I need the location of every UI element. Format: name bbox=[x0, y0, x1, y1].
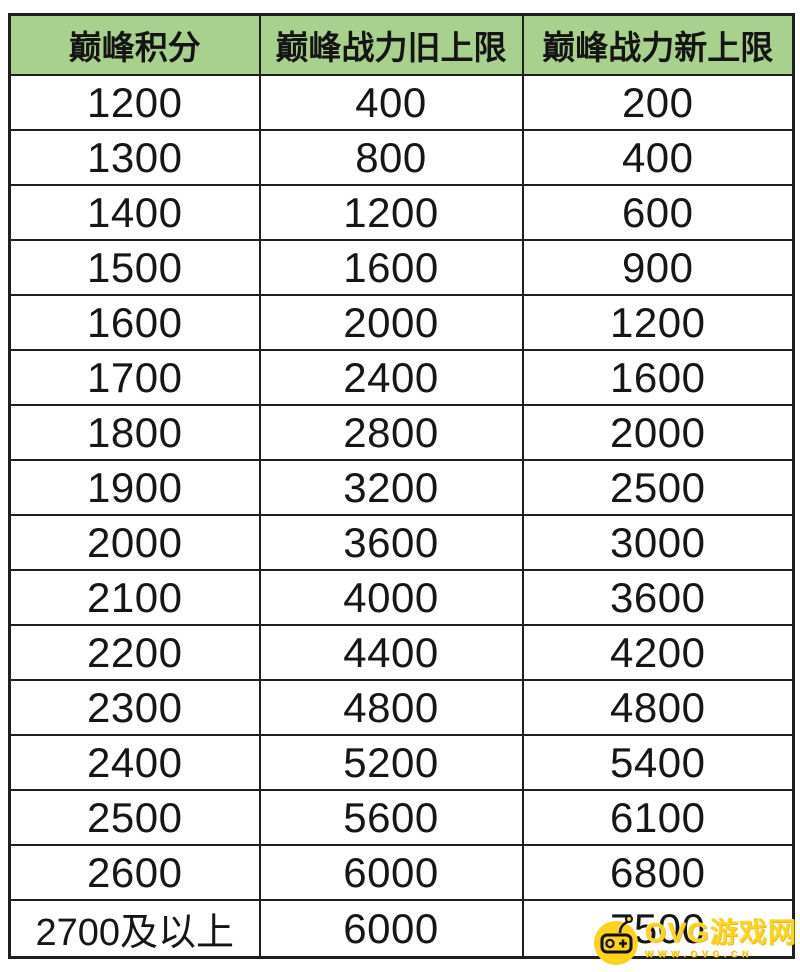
table-cell: 2600 bbox=[8, 844, 261, 901]
table-cell: 2400 bbox=[8, 734, 261, 791]
table-cell: 2000 bbox=[258, 294, 524, 351]
site-watermark: OVG游戏网 WWW.OVG.CN bbox=[590, 911, 797, 967]
table-row: 1200 400 200 bbox=[8, 74, 795, 131]
table-cell: 200 bbox=[521, 74, 795, 131]
table-cell: 2100 bbox=[8, 569, 261, 626]
column-header: 巅峰战力新上限 bbox=[521, 13, 795, 76]
table-cell: 2800 bbox=[258, 404, 524, 461]
table-cell: 2300 bbox=[8, 679, 261, 736]
header-row: 巅峰积分 巅峰战力旧上限 巅峰战力新上限 bbox=[8, 13, 795, 76]
table-row: 1800 2800 2000 bbox=[8, 404, 795, 461]
table-row: 1400 1200 600 bbox=[8, 184, 795, 241]
table-cell: 1700 bbox=[8, 349, 261, 406]
table-cell: 2000 bbox=[8, 514, 261, 571]
watermark-text-block: OVG游戏网 WWW.OVG.CN bbox=[645, 919, 797, 959]
watermark-site-name: OVG游戏网 bbox=[644, 917, 797, 948]
table-cell: 6000 bbox=[258, 899, 524, 959]
table-row: 1300 800 400 bbox=[8, 129, 795, 186]
table-cell: 2500 bbox=[8, 789, 261, 846]
table-cell: 1800 bbox=[8, 404, 261, 461]
table-cell: 800 bbox=[258, 129, 524, 186]
table-cell: 1200 bbox=[8, 74, 261, 131]
table-cell: 6800 bbox=[521, 844, 795, 901]
table-row: 2100 4000 3600 bbox=[8, 569, 795, 626]
table-cell: 900 bbox=[521, 239, 795, 296]
table-cell: 1600 bbox=[8, 294, 261, 351]
table-cell: 7500 bbox=[521, 899, 795, 959]
table-cell: 3000 bbox=[521, 514, 795, 571]
table-cell: 1400 bbox=[8, 184, 261, 241]
table-cell: 1300 bbox=[8, 129, 261, 186]
watermark-site-url: WWW.OVG.CN bbox=[644, 949, 753, 959]
table-cell: 1500 bbox=[8, 239, 261, 296]
table-row: 2600 6000 6800 bbox=[8, 844, 795, 901]
table-cell: 3600 bbox=[258, 514, 524, 571]
table-cell: 400 bbox=[521, 129, 795, 186]
table-row: 1500 1600 900 bbox=[8, 239, 795, 296]
table-row: 2400 5200 5400 bbox=[8, 734, 795, 791]
table-cell: 3600 bbox=[521, 569, 795, 626]
table-cell: 1600 bbox=[521, 349, 795, 406]
table-row: 1900 3200 2500 bbox=[8, 459, 795, 516]
table-cell: 600 bbox=[521, 184, 795, 241]
table-cell: 1200 bbox=[521, 294, 795, 351]
table-cell: 4000 bbox=[258, 569, 524, 626]
table-cell: 4800 bbox=[258, 679, 524, 736]
table-cell: 5200 bbox=[258, 734, 524, 791]
table-cell: 4800 bbox=[521, 679, 795, 736]
table-cell: 5600 bbox=[258, 789, 524, 846]
table-row: 2300 4800 4800 bbox=[8, 679, 795, 736]
table-row: 2200 4400 4200 bbox=[8, 624, 795, 681]
table-cell: 4200 bbox=[521, 624, 795, 681]
table-cell: 5400 bbox=[521, 734, 795, 791]
table-cell: 3200 bbox=[258, 459, 524, 516]
table-cell: 2200 bbox=[8, 624, 261, 681]
table-cell: 2000 bbox=[521, 404, 795, 461]
table-cell: 2400 bbox=[258, 349, 524, 406]
table-cell: 1200 bbox=[258, 184, 524, 241]
table-cell: 6000 bbox=[258, 844, 524, 901]
peak-points-table-wrapper: 巅峰积分 巅峰战力旧上限 巅峰战力新上限 1200 400 200 1300 800 400 1… bbox=[8, 13, 795, 959]
table-row: 2000 3600 3000 bbox=[8, 514, 795, 571]
table-row: 1600 2000 1200 bbox=[8, 294, 795, 351]
table-row: 2500 5600 6100 bbox=[8, 789, 795, 846]
column-header: 巅峰积分 bbox=[8, 13, 261, 76]
table-cell: 6100 bbox=[521, 789, 795, 846]
table-cell: 4400 bbox=[258, 624, 524, 681]
table-row: 2700及以上 6000 7500 bbox=[8, 899, 795, 959]
table-cell: 1900 bbox=[8, 459, 261, 516]
gamepad-icon bbox=[590, 911, 644, 967]
table-row: 1700 2400 1600 bbox=[8, 349, 795, 406]
table-cell: 2700及以上 bbox=[8, 899, 261, 959]
table-cell: 1600 bbox=[258, 239, 524, 296]
table-cell: 2500 bbox=[521, 459, 795, 516]
table-cell: 400 bbox=[258, 74, 524, 131]
peak-points-table: 巅峰积分 巅峰战力旧上限 巅峰战力新上限 1200 400 200 1300 800 400 1… bbox=[8, 13, 795, 959]
table-body: 1200 400 200 1300 800 400 1400 1200 600 1500 1600 9… bbox=[8, 74, 795, 959]
column-header: 巅峰战力旧上限 bbox=[258, 13, 524, 76]
